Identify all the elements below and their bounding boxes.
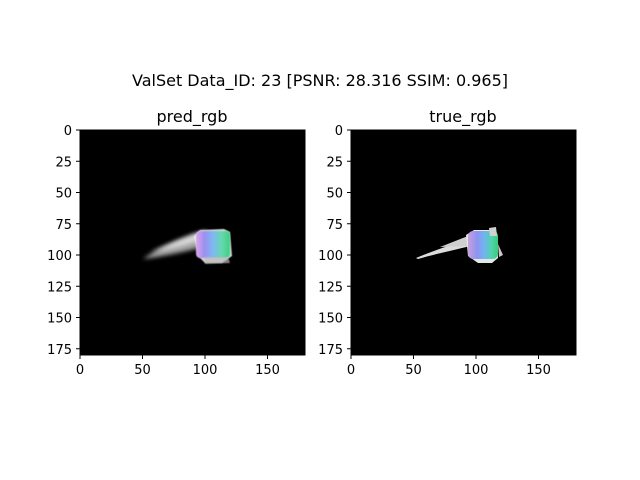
y-tick-label: 50	[326, 187, 343, 202]
frame-pred-rgb	[79, 129, 306, 356]
x-axis-pred-rgb: 0 50 100 150	[76, 355, 280, 378]
x-tick-label: 150	[526, 363, 551, 378]
y-axis-pred-rgb: 0 25 50 75 100 125 150 175	[47, 124, 80, 358]
x-tick-label: 0	[76, 363, 84, 378]
y-tick-label: 75	[326, 218, 343, 233]
x-tick-label: 0	[347, 363, 355, 378]
x-tick-label: 50	[405, 363, 422, 378]
y-tick-label: 125	[47, 280, 72, 295]
x-tick-label: 50	[134, 363, 151, 378]
y-tick-label: 75	[55, 218, 72, 233]
y-tick-label: 100	[47, 249, 72, 264]
y-axis-true-rgb: 0 25 50 75 100 125 150 175	[318, 124, 351, 358]
y-tick-label: 25	[326, 155, 343, 170]
x-axis-true-rgb: 0 50 100 150	[347, 355, 551, 378]
axes-title-true-rgb: true_rgb	[429, 107, 496, 127]
y-tick-label: 100	[318, 249, 343, 264]
true-object	[416, 227, 503, 263]
figure-suptitle: ValSet Data_ID: 23 [PSNR: 28.316 SSIM: 0…	[132, 71, 508, 91]
y-tick-label: 175	[318, 343, 343, 358]
y-tick-label: 50	[55, 187, 72, 202]
x-tick-label: 100	[193, 363, 218, 378]
axes-true-rgb: true_rgb 0 50 100 150 0 25 50 75 100 125 150 175	[318, 107, 577, 378]
x-tick-label: 100	[464, 363, 489, 378]
y-tick-label: 150	[47, 312, 72, 327]
axes-title-pred-rgb: pred_rgb	[157, 107, 228, 127]
axes-pred-rgb: pred_rgb 0 50 100 150 0 25 50 75 100 125 150 175	[47, 107, 306, 378]
y-tick-label: 175	[47, 343, 72, 358]
x-tick-label: 150	[255, 363, 280, 378]
pred-object	[143, 229, 232, 264]
y-tick-label: 0	[64, 124, 72, 139]
y-tick-label: 0	[335, 124, 343, 139]
y-tick-label: 125	[318, 280, 343, 295]
frame-true-rgb	[350, 129, 577, 356]
y-tick-label: 150	[318, 312, 343, 327]
y-tick-label: 25	[55, 155, 72, 170]
